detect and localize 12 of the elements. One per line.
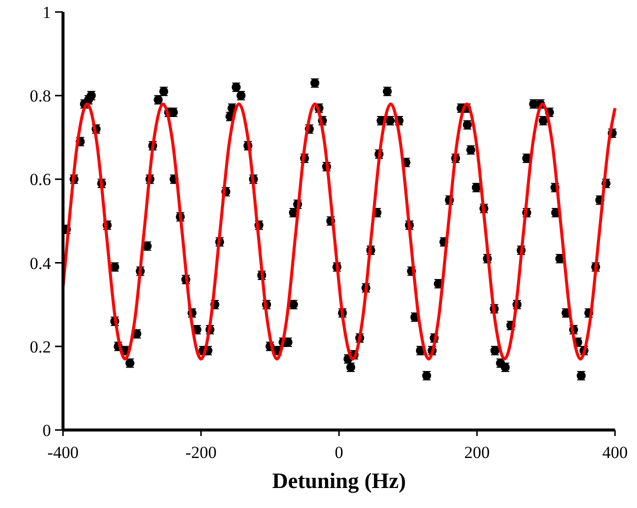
x-tick-label: 0	[334, 443, 344, 462]
y-tick-label: 0.8	[30, 86, 51, 106]
x-axis-title: Detuning (Hz)	[272, 468, 406, 493]
y-tick-label: 0.6	[30, 170, 51, 190]
y-tick-label: 1	[42, 2, 51, 22]
x-tick-label: -200	[185, 443, 217, 462]
y-tick-label: 0	[42, 420, 51, 440]
x-tick-label: 200	[464, 443, 490, 462]
y-tick-label: 0.2	[30, 337, 51, 356]
x-tick-label: -400	[47, 443, 79, 462]
x-tick-label: 400	[602, 443, 628, 462]
y-tick-label: 0.4	[30, 254, 52, 273]
